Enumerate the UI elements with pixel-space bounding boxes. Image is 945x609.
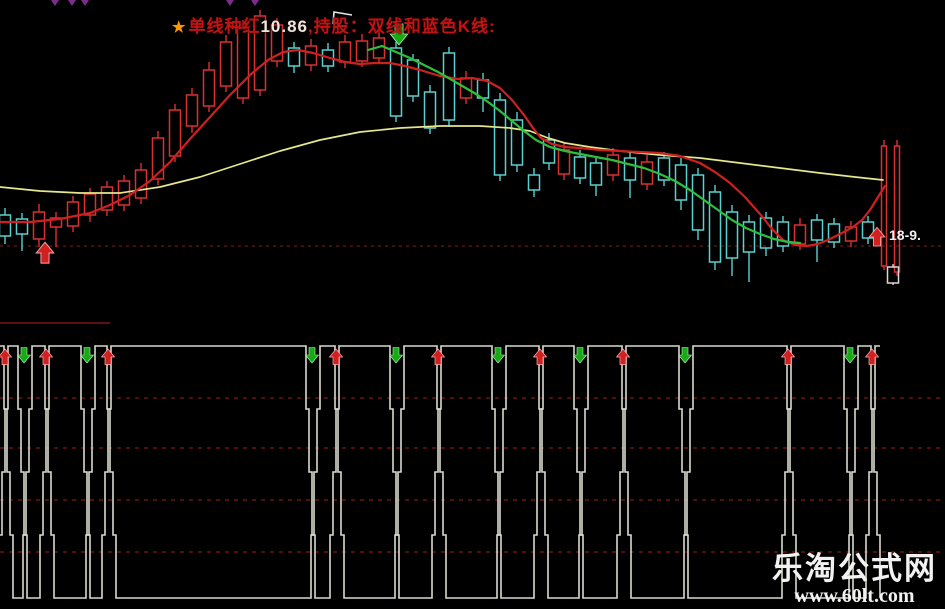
candle-body [49,217,63,228]
candle-body [442,52,456,121]
indicator-buy-arrow-icon [0,348,13,365]
watermark: 乐淘公式网 www.60lt.com [772,553,937,607]
candle-body [510,119,524,166]
candle-body [589,162,603,186]
candle-body [236,27,250,99]
indicator-sell-arrow-icon [79,347,95,364]
indicator-buy-arrow-icon [615,348,631,365]
candle-body [338,41,352,63]
formula-title: ★ 单线种红10.86,持股：双线和蓝色K线: [172,12,496,37]
candle-body [708,191,722,263]
candle-body [573,156,587,179]
indicator-buy-arrow-icon [38,348,54,365]
candle-body [861,221,875,239]
candle-body [606,154,620,176]
candle-body [253,15,267,91]
top-signal-tick-icon [251,0,259,6]
candle-body [742,221,756,253]
candle-body [691,174,705,231]
candle-body [389,47,403,117]
ma-green-line [366,44,802,245]
candle-body [810,219,824,241]
candle-body [542,139,556,164]
candle-body [0,214,12,237]
candle-body [527,174,541,191]
candle-body [168,109,182,157]
latest-price-label: 18-9. [889,227,921,243]
candle-body [557,149,571,175]
signal-wave-line-b [0,345,881,599]
indicator-sell-arrow-icon [842,347,858,364]
indicator-buy-arrow-icon [328,348,344,365]
candle-body [15,218,29,235]
watermark-url: www.60lt.com [794,585,915,607]
peak-price-label: 10.86 [260,17,308,36]
candle-body [893,145,901,273]
watermark-site-name: 乐淘公式网 [772,551,937,587]
top-signal-tick-icon [226,0,234,6]
candle-body [83,193,97,216]
candle-body [219,41,233,87]
candle-body [793,224,807,245]
candle-body [32,211,46,240]
candle-body [493,99,507,176]
candle-body [151,137,165,180]
indicator-sell-arrow-icon [304,347,320,364]
ma-yellow-line [0,125,884,194]
candle-body [725,211,739,259]
candle-body [270,24,284,62]
indicator-sell-arrow-icon [388,347,404,364]
indicator-buy-arrow-icon [430,348,446,365]
formula-title-text-right: ,持股：双线和蓝色K线: [308,17,496,36]
candle-body [640,161,654,185]
candle-body [185,94,199,127]
candle-body [304,45,318,66]
peak-price-flag-icon [332,11,353,25]
candle-body [759,217,773,249]
indicator-buy-arrow-icon [100,348,116,365]
indicator-sell-arrow-icon [572,347,588,364]
candle-body [287,47,301,67]
candle-body [623,157,637,181]
star-icon: ★ [172,19,187,36]
indicator-buy-arrow-icon [780,348,796,365]
candle-body [423,91,437,129]
ma-red-line [0,48,887,248]
candle-body [100,186,114,211]
candle-body [66,201,80,227]
candle-body [886,266,900,284]
buy-signal-arrow-icon [35,241,55,264]
indicator-sell-arrow-icon [16,347,32,364]
indicator-sell-arrow-icon [490,347,506,364]
top-signal-tick-icon [51,0,59,6]
formula-title-text-left: 单线种红 [188,17,261,36]
candle-body [202,69,216,107]
candle-body [406,59,420,97]
candle-body [355,40,369,62]
top-signal-tick-icon [81,0,89,6]
price-label-arrow-icon [868,226,886,247]
top-signal-tick-icon [68,0,76,6]
candle-body [880,145,888,267]
indicator-buy-arrow-icon [864,348,880,365]
candle-body [827,223,841,243]
sell-signal-arrow-icon [389,23,409,46]
candle-body [657,157,671,181]
indicator-buy-arrow-icon [532,348,548,365]
indicator-sell-arrow-icon [677,347,693,364]
